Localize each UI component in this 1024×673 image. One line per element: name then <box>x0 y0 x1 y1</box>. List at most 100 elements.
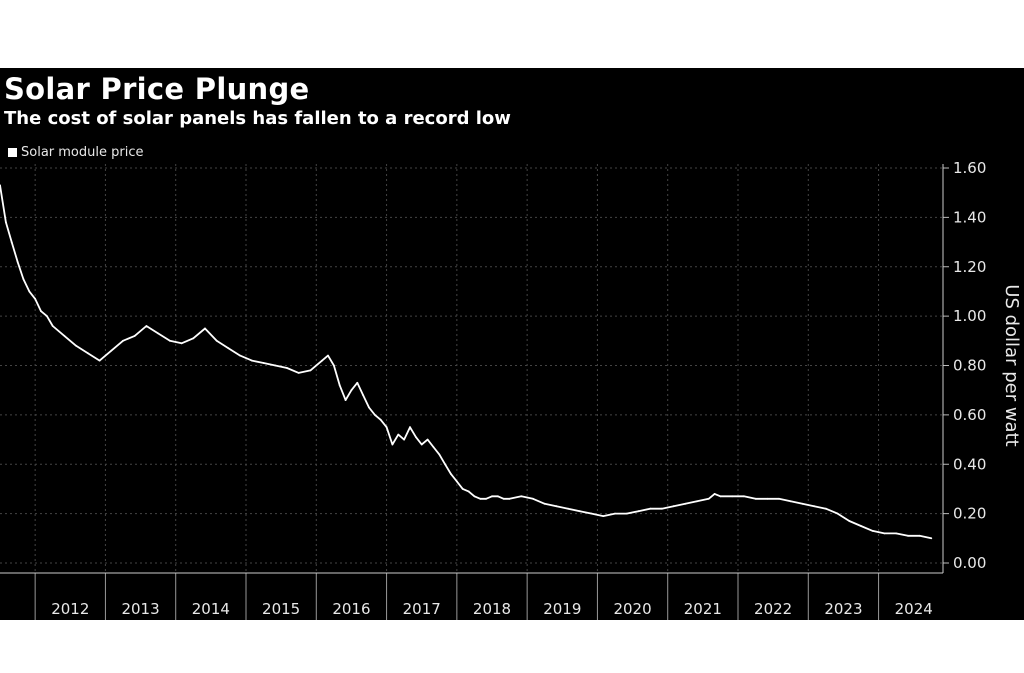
data-point <box>789 500 792 503</box>
data-point <box>637 510 640 513</box>
tick-labels: 0.00 0.20 0.40 0.60 0.80 1.00 1.20 1.40 1.60 2012… <box>51 159 986 618</box>
y-tick-label: 1.20 <box>953 258 986 276</box>
line-chart: 0.00 0.20 0.40 0.60 0.80 1.00 1.20 1.40 1.60 2012… <box>0 159 1022 620</box>
grid-lines <box>0 164 943 571</box>
data-point <box>239 354 242 357</box>
data-point <box>262 362 265 364</box>
data-point <box>204 327 206 330</box>
x-tick-label: 2017 <box>403 600 441 618</box>
series-layer <box>0 184 933 540</box>
data-point <box>356 381 359 384</box>
data-point <box>766 497 769 500</box>
x-tick-label: 2024 <box>895 600 933 618</box>
data-point <box>649 507 651 510</box>
data-point <box>22 278 25 280</box>
data-point <box>672 505 675 508</box>
x-tick-label: 2019 <box>543 600 581 618</box>
data-point <box>51 325 54 327</box>
data-point <box>450 473 452 475</box>
data-point <box>696 500 698 503</box>
data-point <box>379 418 382 421</box>
data-point <box>10 241 13 244</box>
data-point <box>215 339 218 342</box>
data-point <box>918 534 921 537</box>
y-tick-label: 0.60 <box>953 406 986 424</box>
legend-swatch-square-icon <box>8 148 17 157</box>
data-point <box>661 507 663 510</box>
legend: Solar module price <box>8 145 143 160</box>
x-tick-label: 2014 <box>192 600 230 618</box>
data-point <box>508 497 511 500</box>
data-point <box>614 512 616 515</box>
data-point <box>63 335 66 337</box>
x-tick-label: 2020 <box>613 600 651 618</box>
x-tick-label: 2023 <box>824 600 862 618</box>
data-point <box>227 347 230 350</box>
data-point <box>110 349 113 352</box>
data-point <box>461 488 464 490</box>
data-point <box>415 436 417 438</box>
data-point <box>848 520 851 522</box>
data-point <box>297 372 300 374</box>
data-point <box>28 290 31 293</box>
data-point <box>907 534 909 537</box>
data-point <box>0 184 1 187</box>
data-point <box>157 332 160 335</box>
data-point <box>409 426 411 429</box>
data-point <box>813 505 815 508</box>
data-point <box>825 507 827 510</box>
data-point <box>567 507 569 510</box>
data-point <box>713 493 716 495</box>
data-point <box>133 335 136 337</box>
data-point <box>520 495 523 498</box>
data-point <box>532 497 534 500</box>
data-point <box>467 490 470 493</box>
y-tick-label: 1.60 <box>953 159 986 177</box>
data-point <box>251 359 253 362</box>
x-tick-label: 2022 <box>754 600 792 618</box>
data-point <box>930 537 933 540</box>
x-tick-label: 2012 <box>51 600 89 618</box>
data-point <box>180 342 183 345</box>
x-tick-label: 2013 <box>121 600 159 618</box>
data-point <box>543 502 546 505</box>
data-point <box>707 497 710 500</box>
data-point <box>122 339 124 342</box>
data-point <box>368 406 370 409</box>
data-point <box>502 497 505 500</box>
data-point <box>75 344 77 347</box>
data-point <box>169 339 171 342</box>
y-tick-label: 0.00 <box>953 554 986 572</box>
legend-label: Solar module price <box>21 145 144 160</box>
data-point <box>836 512 839 515</box>
data-point <box>16 260 19 263</box>
y-tick-label: 0.40 <box>953 455 986 473</box>
series-line-0 <box>0 185 932 540</box>
data-point <box>338 384 341 387</box>
data-point <box>374 414 376 416</box>
data-point <box>473 495 476 498</box>
chart-panel: Solar Price Plunge The cost of solar pan… <box>0 68 1024 620</box>
data-point <box>555 505 558 508</box>
data-point <box>719 495 722 498</box>
data-point <box>274 364 277 367</box>
data-point <box>625 512 628 515</box>
data-point <box>426 438 429 441</box>
data-point <box>321 359 323 362</box>
data-point <box>456 480 458 483</box>
data-point <box>333 364 335 367</box>
data-point <box>895 532 897 535</box>
x-tick-label: 2021 <box>684 600 722 618</box>
data-point <box>40 310 42 313</box>
x-tick-label: 2018 <box>473 600 511 618</box>
data-point <box>145 325 148 327</box>
data-point <box>397 433 400 436</box>
data-point <box>34 297 36 300</box>
data-point <box>98 359 101 362</box>
data-point <box>684 502 687 505</box>
x-tick-label: 2015 <box>262 600 300 618</box>
y-tick-label: 1.40 <box>953 208 986 226</box>
data-point <box>385 426 388 429</box>
x-tick-label: 2016 <box>332 600 370 618</box>
data-point <box>391 443 394 446</box>
